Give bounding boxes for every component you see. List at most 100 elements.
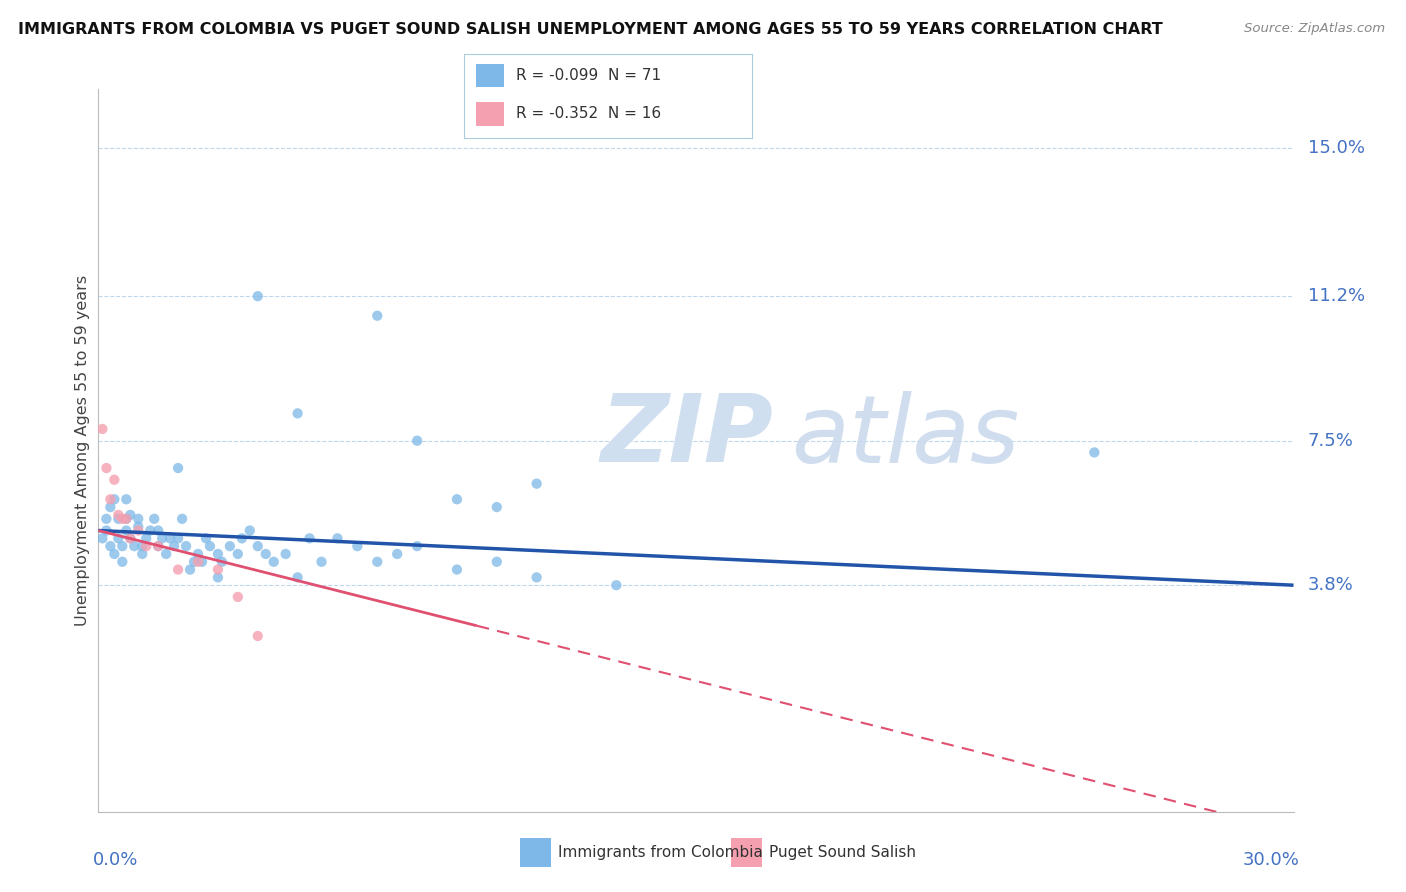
Bar (475, 63, 505, 87)
Point (143, 512, 166, 526)
Point (120, 532, 142, 546)
Y-axis label: Unemployment Among Ages 55 to 59 years: Unemployment Among Ages 55 to 59 years (75, 275, 90, 626)
Point (127, 519, 149, 533)
Point (111, 539, 134, 553)
Point (191, 555, 214, 569)
Point (526, 570, 548, 584)
Point (115, 492, 138, 507)
Point (346, 539, 368, 553)
Point (187, 555, 209, 569)
Point (107, 508, 129, 522)
Point (219, 539, 242, 553)
Point (274, 547, 297, 561)
Point (246, 629, 269, 643)
Point (195, 532, 218, 546)
Point (167, 532, 190, 546)
Point (148, 524, 170, 538)
Point (287, 406, 309, 420)
Text: R = -0.352  N = 16: R = -0.352 N = 16 (516, 106, 661, 121)
Point (446, 492, 468, 507)
Point (207, 547, 229, 561)
Point (179, 563, 201, 577)
Point (207, 563, 229, 577)
Point (526, 476, 548, 491)
Point (385, 547, 409, 561)
Point (135, 539, 157, 553)
Text: Source: ZipAtlas.com: Source: ZipAtlas.com (1244, 22, 1385, 36)
Point (605, 578, 627, 592)
Point (131, 547, 153, 561)
Point (163, 539, 186, 553)
Point (111, 555, 134, 569)
Point (311, 555, 333, 569)
Text: IMMIGRANTS FROM COLOMBIA VS PUGET SOUND SALISH UNEMPLOYMENT AMONG AGES 55 TO 59 : IMMIGRANTS FROM COLOMBIA VS PUGET SOUND … (18, 22, 1163, 37)
Point (263, 555, 285, 569)
Point (159, 532, 181, 546)
Text: 7.5%: 7.5% (1308, 432, 1354, 450)
Point (366, 555, 388, 569)
Point (485, 555, 508, 569)
Text: 3.8%: 3.8% (1308, 576, 1354, 594)
Point (231, 532, 253, 546)
Point (103, 547, 125, 561)
Point (127, 512, 149, 526)
Text: Puget Sound Salish: Puget Sound Salish (769, 846, 917, 860)
Point (115, 524, 138, 538)
Point (1083, 445, 1105, 459)
Point (246, 289, 269, 303)
Point (127, 524, 149, 538)
Point (198, 539, 221, 553)
Point (91, 422, 114, 436)
Point (211, 555, 233, 569)
Point (298, 532, 321, 546)
Text: 30.0%: 30.0% (1243, 852, 1299, 870)
Point (139, 524, 162, 538)
Point (115, 512, 138, 526)
Point (254, 547, 277, 561)
Point (96, 524, 118, 538)
Point (287, 570, 309, 584)
Point (174, 539, 197, 553)
Point (115, 512, 138, 526)
Point (226, 547, 249, 561)
Point (167, 461, 190, 475)
Text: 11.2%: 11.2% (1308, 287, 1365, 305)
Point (107, 512, 129, 526)
Point (167, 563, 190, 577)
Point (111, 512, 134, 526)
Text: 15.0%: 15.0% (1308, 139, 1365, 157)
Text: ZIP: ZIP (600, 390, 773, 482)
Point (406, 434, 429, 448)
Point (183, 555, 205, 569)
Point (155, 547, 177, 561)
Point (366, 309, 388, 323)
Point (326, 532, 349, 546)
Bar (475, 102, 505, 126)
Point (124, 539, 146, 553)
Point (91, 532, 114, 546)
Text: atlas: atlas (792, 391, 1019, 482)
Point (135, 532, 157, 546)
Point (246, 539, 269, 553)
Point (207, 570, 229, 584)
Point (131, 539, 153, 553)
Point (148, 539, 170, 553)
Point (187, 547, 209, 561)
Text: Immigrants from Colombia: Immigrants from Colombia (558, 846, 763, 860)
Point (172, 512, 194, 526)
Point (103, 492, 125, 507)
Point (96, 461, 118, 475)
Point (98, 539, 122, 553)
Point (239, 524, 262, 538)
Point (98, 500, 122, 514)
Point (150, 532, 173, 546)
Point (96, 512, 118, 526)
Point (98, 492, 122, 507)
Point (103, 473, 125, 487)
Point (406, 539, 429, 553)
Point (485, 500, 508, 514)
Point (148, 539, 170, 553)
Point (120, 532, 142, 546)
Point (446, 563, 468, 577)
Text: 0.0%: 0.0% (93, 852, 138, 870)
